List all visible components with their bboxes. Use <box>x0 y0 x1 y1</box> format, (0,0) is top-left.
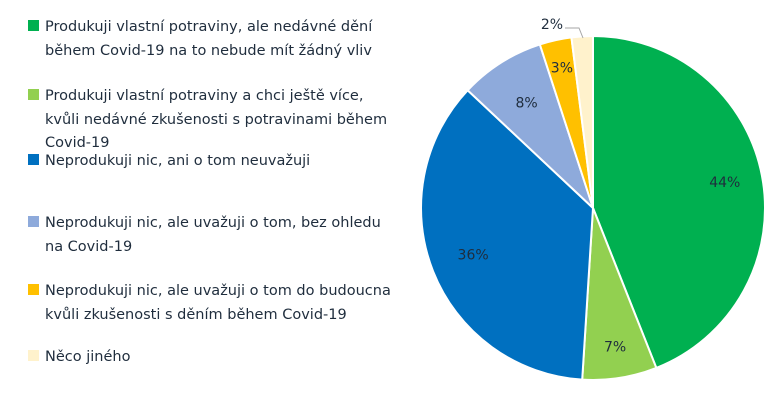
legend-swatch <box>28 89 39 100</box>
slice-label: 36% <box>458 248 489 264</box>
legend-label: Neprodukuji nic, ale uvažuji o tom do bu… <box>45 283 391 323</box>
slice-label: 44% <box>709 175 740 191</box>
slice-label: 3% <box>551 61 573 77</box>
leader-line <box>565 27 584 39</box>
slice-label: 8% <box>515 95 537 111</box>
legend-label: Produkuji vlastní potraviny a chci ještě… <box>45 88 388 151</box>
slice-label: 7% <box>604 339 626 355</box>
legend-swatch <box>28 20 39 31</box>
legend-swatch <box>28 284 39 295</box>
chart-legend: Produkuji vlastní potraviny, ale nedávné… <box>28 19 391 365</box>
legend-label: Produkuji vlastní potraviny, ale nedávné… <box>45 19 373 59</box>
legend-label: Neprodukuji nic, ani o tom neuvažuji <box>45 153 311 169</box>
legend-swatch <box>28 350 39 361</box>
legend-label: Neprodukuji nic, ale uvažuji o tom, bez … <box>45 215 381 255</box>
pie-slice <box>420 88 595 381</box>
legend-swatch <box>28 154 39 165</box>
legend-label: Něco jiného <box>45 349 131 365</box>
slice-label: 2% <box>541 17 563 33</box>
pie-slice <box>592 34 766 370</box>
legend-swatch <box>28 216 39 227</box>
